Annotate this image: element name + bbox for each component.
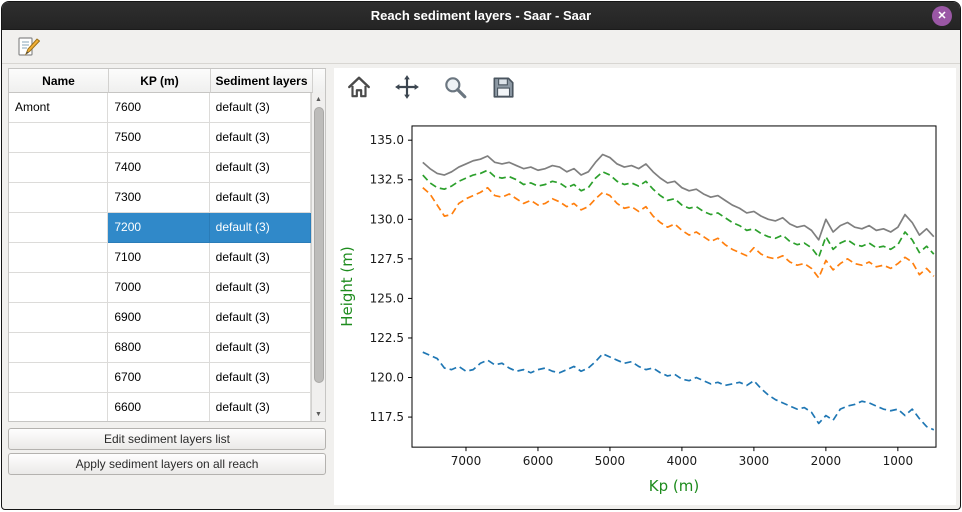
table-body: Amont 7600 default (3) 7500 default (3) 7400 d… [9, 93, 311, 421]
svg-text:127.5: 127.5 [370, 252, 404, 266]
svg-text:3000: 3000 [739, 454, 770, 468]
svg-text:Height (m): Height (m) [338, 246, 356, 326]
chart-canvas[interactable]: 7000 6000 5000 4000 3000 2000 1000 117.5 120.0 12… [334, 106, 956, 505]
edit-sediment-layers-list-button[interactable]: Edit sediment layers list [8, 428, 326, 450]
svg-text:1000: 1000 [883, 454, 914, 468]
table-cell-kp[interactable]: 6700 [108, 363, 210, 393]
column-header-kp[interactable]: KP (m) [109, 69, 211, 93]
table-cell-kp[interactable]: 7200 [108, 213, 210, 243]
table-cell-name[interactable] [9, 243, 109, 273]
svg-text:125.0: 125.0 [370, 291, 404, 305]
svg-text:5000: 5000 [595, 454, 626, 468]
table-row[interactable]: 6900 default (3) [9, 303, 311, 333]
svg-text:2000: 2000 [811, 454, 842, 468]
svg-text:Kp (m): Kp (m) [649, 477, 699, 495]
table-cell-layers[interactable]: default (3) [209, 333, 311, 363]
table-cell-name[interactable] [9, 273, 109, 303]
table-cell-layers[interactable]: default (3) [209, 243, 311, 273]
scrollbar-thumb[interactable] [313, 107, 324, 383]
table-row[interactable]: 6700 default (3) [9, 363, 311, 393]
svg-text:130.0: 130.0 [370, 212, 404, 226]
table-cell-kp[interactable]: 6800 [108, 333, 210, 363]
table-cell-layers[interactable]: default (3) [209, 93, 311, 123]
close-button[interactable]: ✕ [932, 6, 952, 26]
table-row[interactable]: 6600 default (3) [9, 393, 311, 421]
table-cell-name[interactable] [9, 393, 109, 421]
pan-button[interactable] [394, 74, 420, 100]
chart-svg: 7000 6000 5000 4000 3000 2000 1000 117.5 120.0 12… [334, 106, 956, 505]
scroll-up-icon[interactable]: ▲ [315, 96, 322, 103]
save-icon [493, 77, 514, 98]
table-cell-name[interactable] [9, 363, 109, 393]
home-icon [348, 76, 370, 98]
sediment-layers-table: Name KP (m) Sediment layers Amont 7600 def… [8, 68, 326, 422]
titlebar: Reach sediment layers - Saar - Saar ✕ [2, 2, 960, 30]
table-cell-kp[interactable]: 6900 [108, 303, 210, 333]
svg-text:6000: 6000 [523, 454, 554, 468]
table-cell-name[interactable] [9, 303, 109, 333]
table-cell-layers[interactable]: default (3) [209, 153, 311, 183]
table-cell-layers[interactable]: default (3) [209, 183, 311, 213]
table-cell-layers[interactable]: default (3) [209, 123, 311, 153]
table-cell-kp[interactable]: 7500 [108, 123, 210, 153]
table-cell-layers[interactable]: default (3) [209, 393, 311, 421]
window-title: Reach sediment layers - Saar - Saar [370, 8, 592, 23]
apply-sediment-layers-button[interactable]: Apply sediment layers on all reach [8, 453, 326, 475]
table-row[interactable]: 7100 default (3) [9, 243, 311, 273]
table-cell-name[interactable] [9, 183, 109, 213]
table-cell-kp[interactable]: 7000 [108, 273, 210, 303]
save-button[interactable] [490, 74, 516, 100]
table-row[interactable]: 7500 default (3) [9, 123, 311, 153]
column-header-sediment-layers[interactable]: Sediment layers [211, 69, 313, 93]
table-cell-kp[interactable]: 7100 [108, 243, 210, 273]
table-cell-name[interactable] [9, 213, 109, 243]
table-row[interactable]: Amont 7600 default (3) [9, 93, 311, 123]
edit-note-icon [18, 37, 41, 56]
scroll-down-icon[interactable]: ▼ [315, 411, 322, 418]
table-cell-name[interactable]: Amont [9, 93, 109, 123]
table-row[interactable]: 7400 default (3) [9, 153, 311, 183]
svg-text:122.5: 122.5 [370, 331, 404, 345]
home-button[interactable] [346, 74, 372, 100]
table-cell-name[interactable] [9, 333, 109, 363]
table-cell-kp[interactable]: 6600 [108, 393, 210, 421]
table-row[interactable]: 7200 default (3) [9, 213, 311, 243]
zoom-button[interactable] [442, 74, 468, 100]
table-cell-name[interactable] [9, 153, 109, 183]
table-cell-kp[interactable]: 7300 [108, 183, 210, 213]
table-cell-layers[interactable]: default (3) [209, 303, 311, 333]
edit-layers-tool-button[interactable] [16, 35, 41, 59]
table-row[interactable]: 7000 default (3) [9, 273, 311, 303]
pan-icon [395, 75, 419, 99]
plot-toolbar [334, 68, 956, 106]
svg-text:7000: 7000 [451, 454, 482, 468]
table-cell-layers[interactable]: default (3) [209, 273, 311, 303]
column-header-name[interactable]: Name [9, 69, 109, 93]
table-row[interactable]: 6800 default (3) [9, 333, 311, 363]
svg-text:135.0: 135.0 [370, 133, 404, 147]
table-cell-layers[interactable]: default (3) [209, 213, 311, 243]
table-cell-name[interactable] [9, 123, 109, 153]
table-scrollbar[interactable]: ▲ ▼ [311, 93, 325, 421]
plot-panel: 7000 6000 5000 4000 3000 2000 1000 117.5 120.0 12… [334, 68, 956, 505]
main-toolbar [2, 30, 960, 64]
table-header: Name KP (m) Sediment layers [9, 69, 325, 93]
table-cell-kp[interactable]: 7400 [108, 153, 210, 183]
table-cell-layers[interactable]: default (3) [209, 363, 311, 393]
magnifier-icon [445, 77, 467, 99]
svg-text:117.5: 117.5 [370, 410, 404, 424]
svg-text:132.5: 132.5 [370, 173, 404, 187]
svg-text:4000: 4000 [667, 454, 698, 468]
svg-text:120.0: 120.0 [370, 371, 404, 385]
table-row[interactable]: 7300 default (3) [9, 183, 311, 213]
table-cell-kp[interactable]: 7600 [108, 93, 210, 123]
